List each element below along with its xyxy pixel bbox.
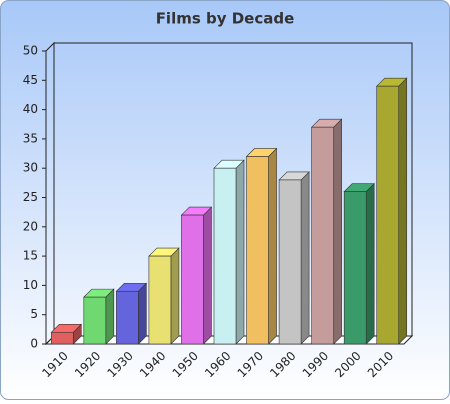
bar-side — [170, 247, 180, 345]
bar-side — [138, 282, 147, 345]
y-tick-label: 40 — [23, 102, 38, 116]
bar — [116, 290, 139, 345]
bar-side — [300, 171, 310, 345]
y-tick-label: 10 — [23, 278, 38, 292]
y-tick-label: 25 — [23, 190, 38, 204]
bar-side — [203, 206, 212, 345]
bar — [148, 255, 172, 345]
y-tick-label: 45 — [23, 73, 38, 87]
bar — [343, 191, 367, 345]
bar — [83, 296, 107, 345]
bar-side — [333, 118, 342, 345]
bar — [311, 126, 334, 345]
bar — [376, 85, 400, 345]
y-tick-label: 0 — [30, 337, 38, 351]
y-tick-label: 5 — [30, 307, 38, 321]
chart-title: Films by Decade — [156, 10, 295, 28]
y-tick-label: 30 — [23, 161, 38, 175]
bar — [50, 331, 74, 345]
y-tick-label: 15 — [23, 249, 38, 263]
y-tick-label: 50 — [23, 44, 38, 58]
y-tick-label: 35 — [23, 131, 38, 145]
bar-side — [235, 159, 245, 345]
y-tick-label: 20 — [23, 219, 38, 233]
bar — [278, 179, 302, 345]
bar — [246, 156, 269, 345]
bar — [213, 167, 237, 345]
bar-side — [268, 147, 277, 345]
bar-side — [398, 77, 408, 345]
bar-side — [365, 182, 375, 345]
bar — [181, 214, 204, 345]
bar-side — [105, 288, 115, 345]
